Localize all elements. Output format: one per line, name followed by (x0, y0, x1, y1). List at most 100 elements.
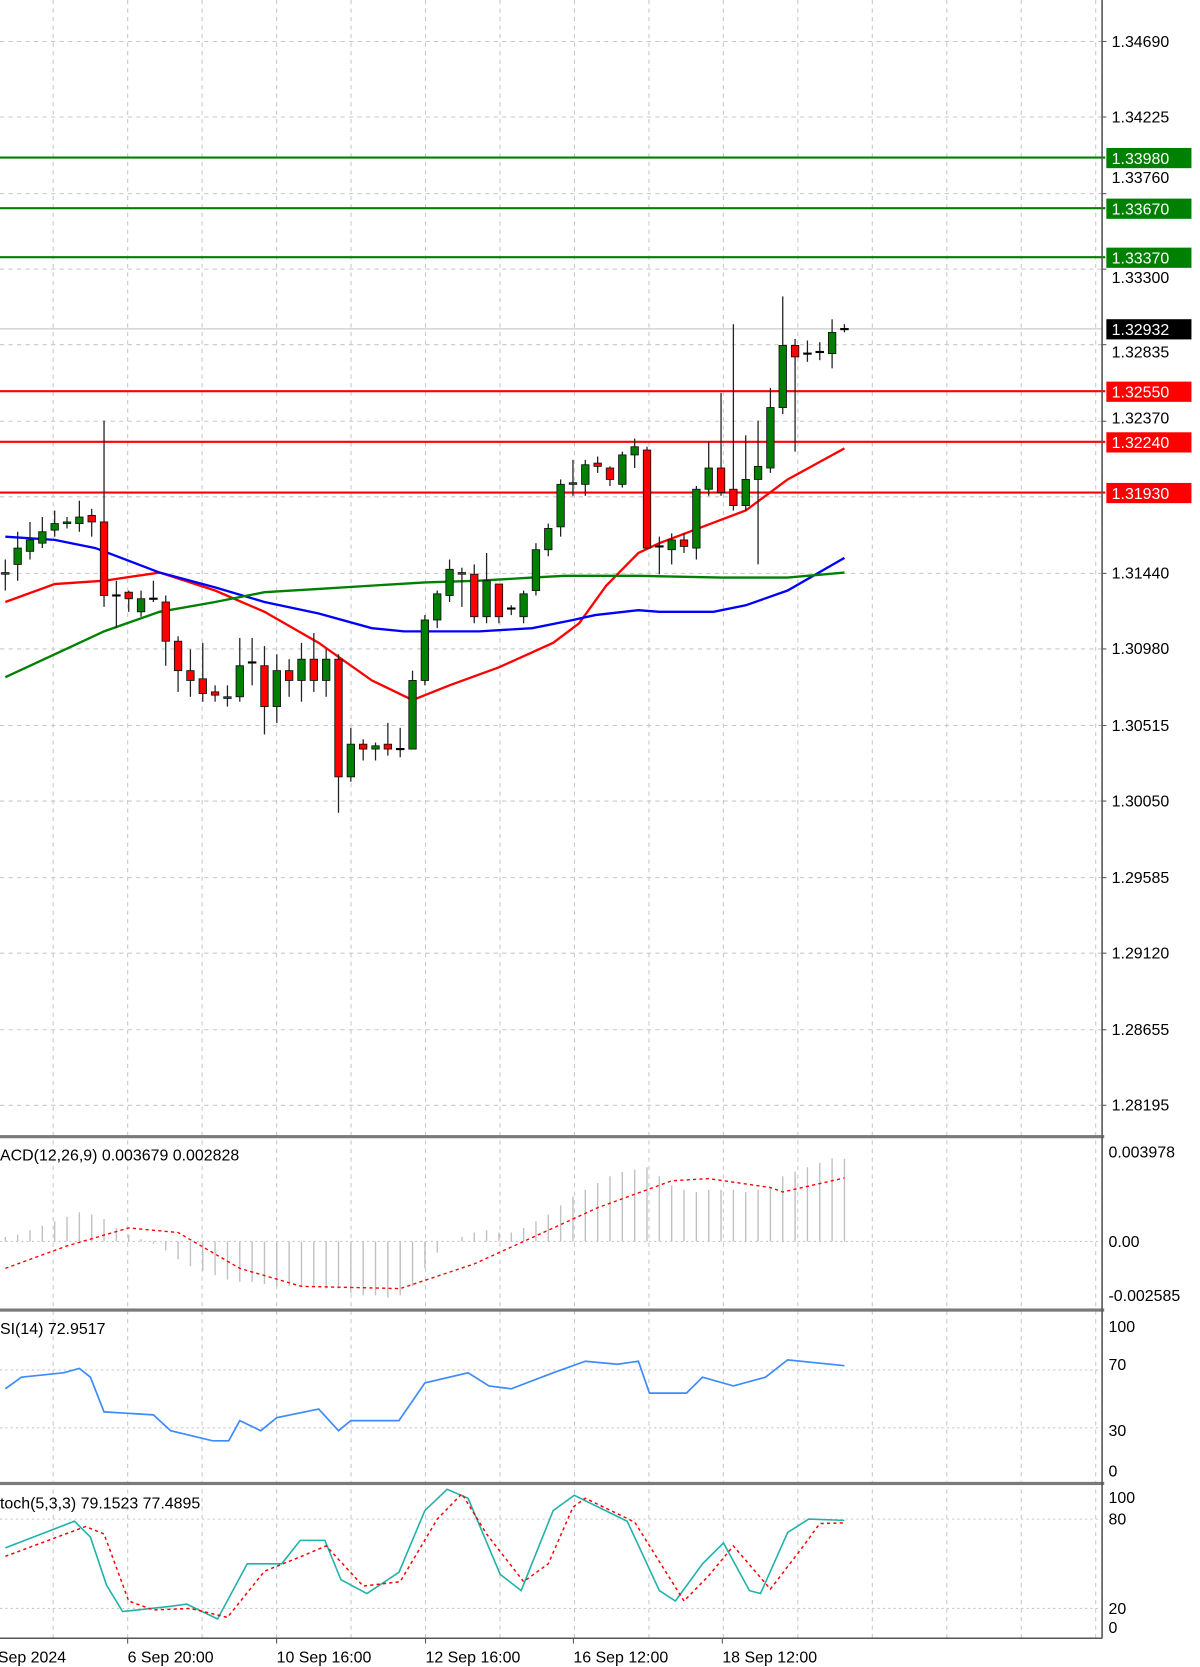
candle-body (766, 407, 775, 469)
candle (210, 685, 220, 702)
stochastic-panel (5, 1488, 845, 1621)
panel-separator (0, 1308, 1105, 1312)
candle-body (124, 591, 133, 600)
candle (359, 739, 368, 761)
candle-body (198, 678, 207, 694)
candle (482, 552, 491, 624)
candle-body (642, 449, 652, 549)
candle-body (618, 454, 627, 485)
candle (173, 636, 183, 692)
candle-body (679, 539, 689, 547)
price-axis-label: 1.34225 (1112, 109, 1170, 126)
level-price-tag (1106, 381, 1192, 402)
price-axis[interactable]: 1.34690 1.34225 1.33760 1.33300 1.32835 1.323… (1102, 34, 1192, 1637)
candle (433, 590, 442, 629)
candle-body (556, 483, 565, 528)
candle-body (445, 568, 454, 596)
level-price-label: 1.33670 (1112, 202, 1170, 219)
candle-body (790, 345, 800, 358)
candle-body (667, 539, 676, 551)
stoch-axis-label: 0 (1108, 1620, 1117, 1637)
candle-body (161, 601, 170, 642)
candle-body (334, 658, 343, 778)
current-price-tag (1106, 319, 1192, 340)
price-axis-label: 1.30050 (1112, 793, 1170, 810)
candle (753, 420, 763, 565)
candle (716, 392, 726, 496)
candle (778, 296, 787, 415)
candle (531, 543, 541, 596)
candle-body (408, 680, 417, 750)
rsi-axis-label: 100 (1108, 1319, 1135, 1336)
rsi-axis-label: 0 (1108, 1464, 1117, 1481)
price-axis-label: 1.30515 (1112, 718, 1170, 735)
level-price-label: 1.33370 (1112, 251, 1170, 268)
price-axis-label: 1.30980 (1112, 641, 1170, 658)
price-axis-label: 1.28655 (1112, 1022, 1170, 1039)
candle-body (260, 665, 269, 708)
candle-body (778, 345, 787, 408)
candle (581, 459, 590, 496)
candle (161, 595, 170, 666)
candle (87, 508, 96, 537)
candle-body (210, 691, 220, 696)
candle-body (605, 467, 615, 480)
candle-body (568, 482, 578, 485)
candle (284, 659, 294, 697)
candle (272, 654, 281, 723)
price-axis-label: 1.34690 (1112, 34, 1170, 51)
candle-body (284, 670, 294, 681)
time-axis-label: 6 Sep 20:00 (128, 1650, 214, 1667)
moving-average-line (5, 535, 846, 633)
moving-average-line (4, 571, 845, 679)
candle-body (223, 696, 232, 699)
macd-axis-label: 0.00 (1108, 1234, 1139, 1251)
candle (408, 670, 417, 750)
horizontal-levels[interactable] (0, 156, 1106, 494)
candle (149, 580, 158, 603)
candle (334, 654, 343, 813)
candle-body (1, 572, 10, 575)
panel-separator (0, 1135, 1105, 1139)
candle-body (433, 593, 442, 621)
candle (25, 521, 35, 560)
candle (630, 438, 639, 469)
candle (605, 466, 615, 486)
candle (38, 517, 47, 549)
price-axis-label: 1.28195 (1112, 1098, 1170, 1115)
candle (457, 567, 467, 607)
stoch-axis-label: 20 (1108, 1601, 1126, 1618)
macd-panel (4, 1158, 846, 1298)
time-axis-label: 12 Sep 16:00 (426, 1650, 521, 1667)
candle-body (297, 658, 306, 681)
candle-body (322, 658, 331, 681)
candle (223, 685, 232, 707)
time-axis-label: 10 Sep 16:00 (277, 1650, 372, 1667)
candle-body (25, 539, 35, 552)
rsi-panel (4, 1358, 845, 1442)
level-price-tag (1106, 147, 1192, 169)
candle (260, 646, 269, 735)
candle-body (704, 467, 713, 490)
candle-body (38, 531, 47, 544)
panel-frame (0, 0, 1105, 1640)
candle-body (470, 573, 479, 618)
candle-body (544, 528, 553, 551)
candle (803, 340, 812, 362)
time-axis[interactable]: Sep 2024 6 Sep 20:00 10 Sep 16:00 12 Sep 16… (0, 1638, 817, 1667)
candle (544, 523, 553, 557)
candle (198, 642, 207, 702)
candle-body (272, 670, 281, 708)
stoch-axis-label: 80 (1108, 1511, 1126, 1528)
stoch-d-line (5, 1492, 845, 1619)
candle (186, 649, 195, 697)
candles (1, 296, 849, 813)
candle (840, 324, 849, 333)
candle (247, 637, 257, 686)
candle (593, 456, 602, 473)
candle-body (729, 488, 738, 507)
candle (420, 615, 430, 686)
stochastic-title: toch(5,3,3) 79.1523 77.4895 (0, 1495, 200, 1512)
